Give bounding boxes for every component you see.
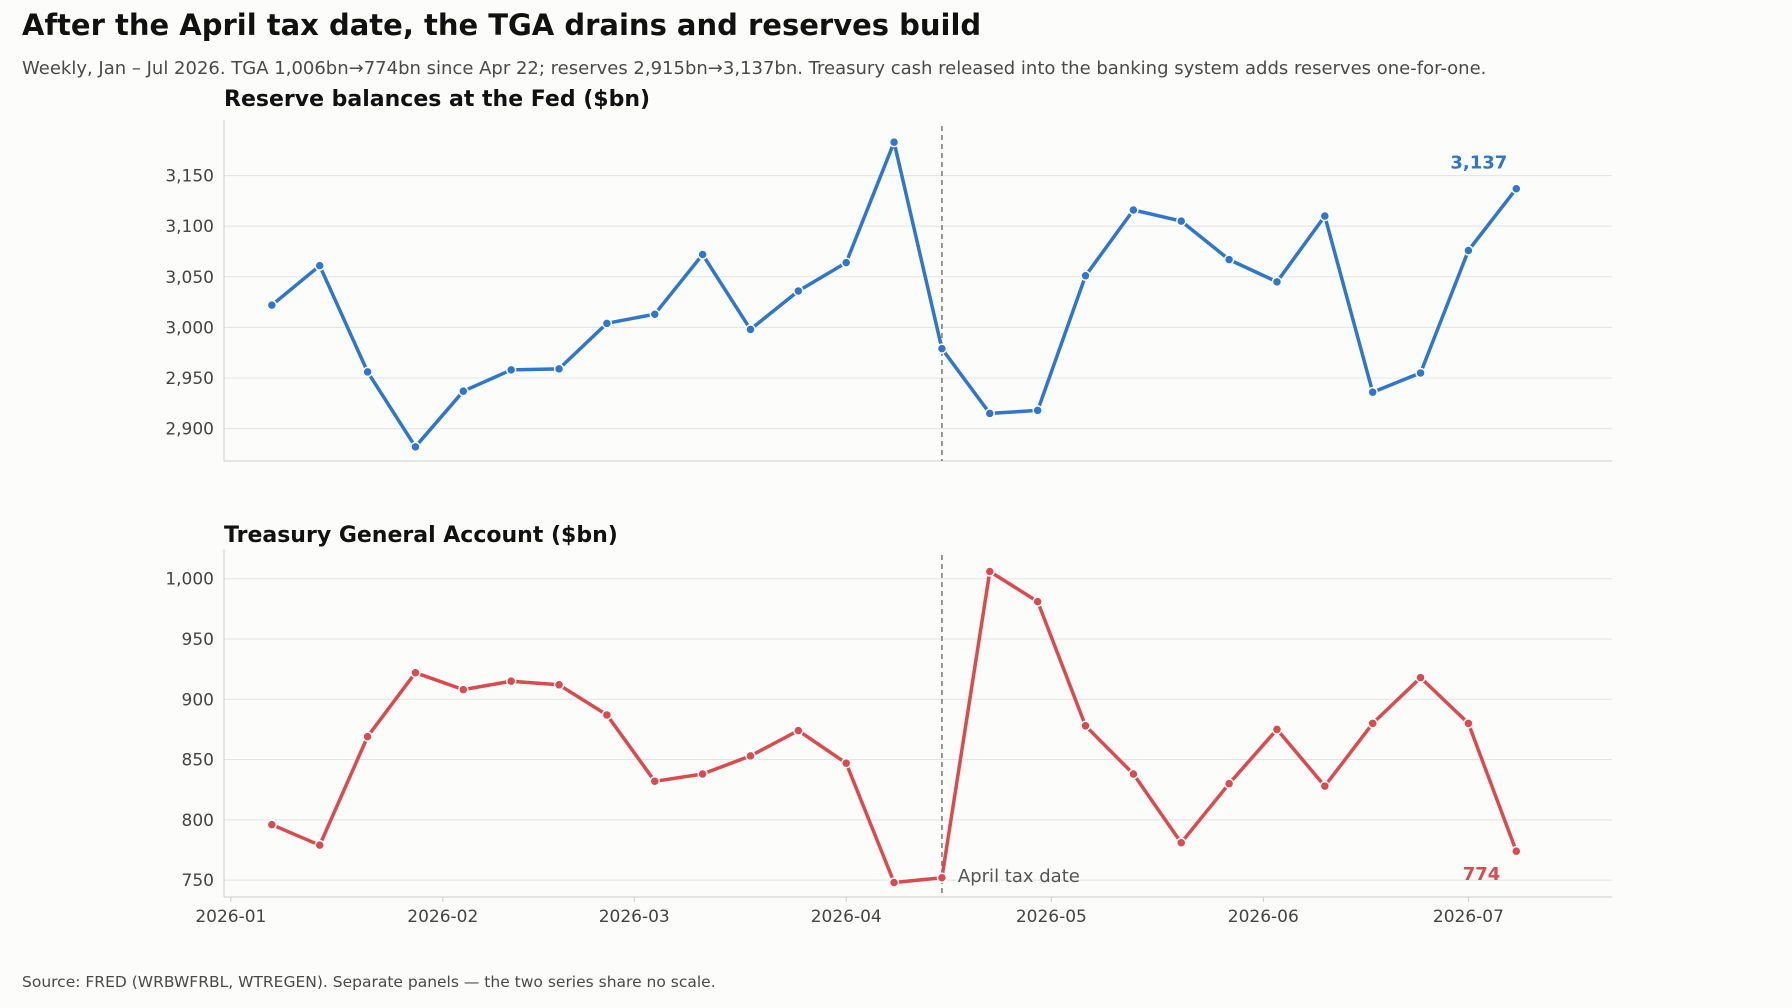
tga-data-point [362, 731, 373, 742]
reserves-data-point [888, 136, 900, 148]
reserves-data-point [1032, 405, 1043, 416]
reserves-series-line [270, 140, 1518, 449]
tga-data-point [601, 709, 613, 721]
tga-data-point [553, 679, 565, 691]
reserves-data-point [1128, 204, 1139, 216]
reserves-data-point [1367, 386, 1378, 398]
tga-data-point [1367, 718, 1378, 729]
tga-panel-title: Treasury General Account ($bn) [224, 523, 618, 548]
x-tick-label: 2026-05 [1016, 907, 1087, 927]
tga-data-point [840, 757, 852, 769]
chart-subtitle: Weekly, Jan – Jul 2026. TGA 1,006bn→774b… [22, 58, 1487, 79]
tga-data-point [888, 877, 900, 888]
tga-data-point [505, 675, 517, 687]
reserves-data-point [793, 285, 804, 297]
chart-title: After the April tax date, the TGA drains… [22, 8, 982, 42]
reserves-data-point [1511, 183, 1522, 194]
tga-data-point [1128, 768, 1139, 780]
tga-data-point [458, 684, 469, 695]
reserves-data-point [1271, 276, 1283, 288]
tga-data-point [1463, 718, 1474, 729]
reserves-data-point [601, 318, 613, 329]
y-tick-label: 900 [182, 690, 214, 710]
y-tick-label: 1,000 [165, 570, 214, 590]
reserves-data-point [1223, 254, 1235, 265]
tga-data-point [649, 776, 661, 787]
tga-data-point [1271, 724, 1283, 735]
tga-data-point [1080, 720, 1091, 732]
x-tick-label: 2026-06 [1228, 907, 1299, 927]
y-tick-label: 2,950 [165, 369, 214, 389]
tga-data-point [1175, 837, 1187, 848]
x-tick-label: 2026-01 [195, 907, 266, 927]
reserves-data-point [1319, 210, 1331, 222]
reserves-data-point [649, 308, 661, 320]
x-tick-label: 2026-03 [599, 907, 670, 927]
y-tick-label: 3,100 [165, 217, 214, 237]
x-tick-label: 2026-07 [1433, 907, 1504, 927]
reserves-data-point [458, 385, 469, 397]
tga-data-point [697, 768, 708, 780]
reserves-panel: Reserve balances at the Fed ($bn) 2,900 2,… [165, 87, 1612, 462]
tga-data-point [984, 566, 996, 577]
reserves-data-point [984, 408, 996, 419]
reserves-data-point [1415, 367, 1426, 379]
reserves-data-point [745, 324, 756, 335]
tga-data-point [1319, 780, 1331, 792]
tga-data-point [745, 750, 756, 762]
reserves-data-point [362, 366, 373, 378]
reserves-data-point [314, 260, 325, 271]
reserves-data-point [410, 441, 421, 453]
y-tick-label: 3,150 [165, 167, 214, 187]
y-tick-label: 2,900 [165, 420, 214, 440]
reserves-data-point [1175, 215, 1187, 227]
y-tick-label: 800 [182, 811, 214, 831]
tga-data-point [1032, 596, 1043, 607]
tga-panel: Treasury General Account ($bn) 750 800 850 9… [165, 523, 1612, 927]
tga-data-point [410, 667, 421, 678]
tax-date-annotation: April tax date [958, 866, 1080, 887]
tga-end-label: 774 [1463, 864, 1501, 885]
tga-series-line [271, 569, 1518, 885]
y-tick-label: 750 [182, 871, 214, 891]
tga-data-point [314, 839, 325, 851]
reserves-data-point [553, 363, 565, 375]
reserves-data-point [1463, 245, 1474, 256]
source-note: Source: FRED (WRBWFRBL, WTREGEN). Separa… [22, 973, 716, 991]
tga-data-point [266, 819, 278, 830]
tga-data-point [793, 725, 804, 736]
x-tick-label: 2026-02 [407, 907, 478, 927]
tga-data-point [1511, 845, 1522, 857]
tga-data-point [1223, 778, 1235, 789]
y-tick-label: 3,000 [165, 318, 214, 338]
reserves-data-point [840, 257, 852, 268]
x-tick-label: 2026-04 [811, 907, 882, 927]
tga-data-point [936, 872, 948, 883]
reserves-data-point [505, 364, 517, 376]
reserves-data-point [936, 343, 948, 354]
reserves-data-point [1080, 270, 1091, 282]
reserves-data-point [697, 249, 708, 260]
reserves-panel-title: Reserve balances at the Fed ($bn) [224, 87, 650, 112]
y-tick-label: 3,050 [165, 268, 214, 288]
reserves-data-point [266, 299, 278, 311]
y-tick-label: 950 [182, 630, 214, 650]
reserves-end-label: 3,137 [1450, 153, 1507, 174]
y-tick-label: 850 [182, 751, 214, 771]
tga-data-point [1415, 672, 1426, 683]
